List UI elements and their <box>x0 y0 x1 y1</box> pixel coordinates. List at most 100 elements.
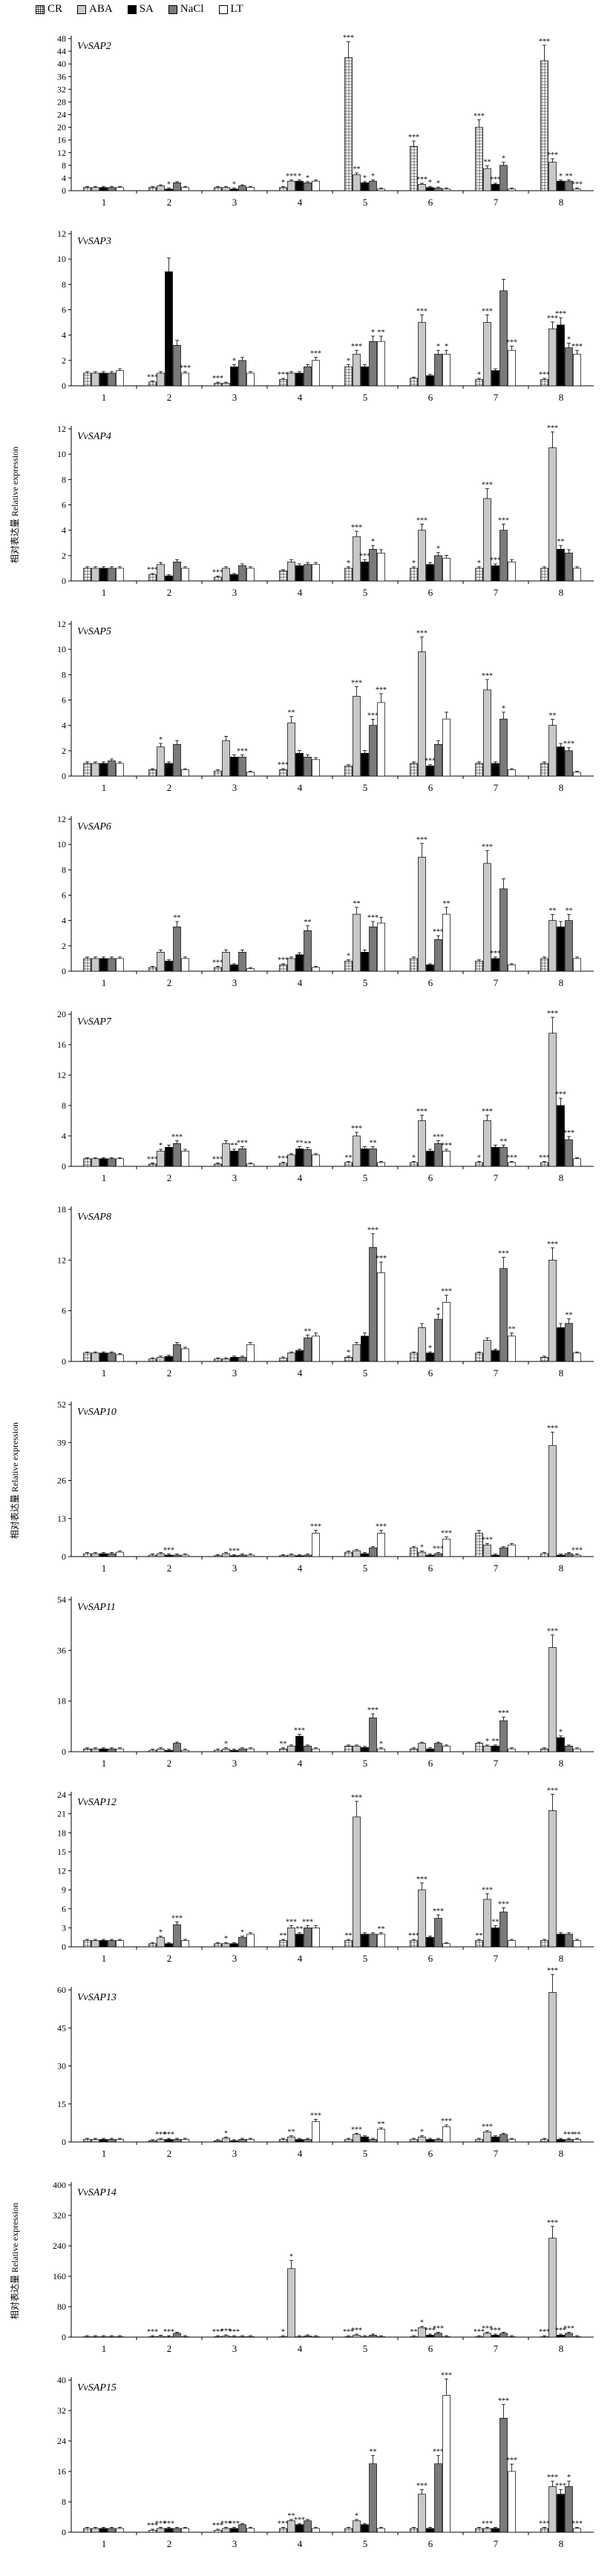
y-tick-label: 26 <box>57 1476 66 1486</box>
y-tick-label: 6 <box>62 1306 66 1316</box>
significance-label: * <box>363 174 367 183</box>
y-tick-label: 0 <box>62 1161 66 1172</box>
bar-sa <box>99 1158 108 1167</box>
bar-sa <box>491 1554 499 1557</box>
legend-item-aba: ABA <box>77 3 113 16</box>
bar-nacl <box>369 2139 377 2143</box>
significance-label: *** <box>229 1547 240 1555</box>
bar-lt <box>442 1301 450 1362</box>
significance-label: *** <box>441 2371 452 2379</box>
significance-label: *** <box>433 2448 444 2457</box>
bar-nacl <box>108 1940 116 1948</box>
bar-lt <box>181 568 189 582</box>
significance-label: ** <box>280 1741 287 1749</box>
significance-label: *** <box>212 2328 223 2336</box>
bar-nacl <box>369 725 377 777</box>
bar-nacl <box>173 1143 181 1167</box>
bar-cr <box>83 1353 91 1362</box>
bar-lt <box>442 718 450 777</box>
x-tick-label: 5 <box>363 1953 368 1964</box>
bar-lt <box>508 769 516 777</box>
bar-sa <box>165 188 173 191</box>
bar-sa <box>426 564 434 582</box>
bar-aba <box>91 187 99 191</box>
significance-label: *** <box>367 914 379 922</box>
bar-sa <box>557 2494 565 2533</box>
bar-cr <box>344 960 353 972</box>
bar-cr <box>540 2528 548 2533</box>
significance-label: * <box>477 371 481 379</box>
bar-nacl <box>565 1746 573 1752</box>
bar-sa <box>99 187 108 191</box>
significance-label: *** <box>416 307 427 315</box>
significance-label: *** <box>498 516 509 525</box>
significance-label: *** <box>237 747 248 755</box>
significance-label: *** <box>482 482 493 490</box>
significance-label: * <box>436 1307 440 1315</box>
y-tick-label: 12 <box>57 1866 66 1876</box>
bar-aba <box>157 185 165 191</box>
bar-aba <box>287 1746 295 1752</box>
bar-cr <box>83 1158 91 1167</box>
x-tick-label: 1 <box>102 2538 107 2549</box>
bar-lt <box>312 1748 320 1752</box>
bar-nacl <box>434 1918 442 1948</box>
y-tick-label: 2 <box>62 355 66 366</box>
legend-swatch-lt <box>218 4 228 14</box>
bar-sa <box>426 1748 434 1752</box>
y-tick-label: 160 <box>53 2271 66 2281</box>
bar-lt <box>181 1348 189 1362</box>
significance-label: * <box>567 2474 571 2482</box>
bar-lt <box>246 1344 255 1362</box>
x-tick-label: 3 <box>232 1367 237 1379</box>
bar-lt <box>116 763 124 777</box>
bar-nacl <box>369 548 377 582</box>
bar-sa <box>295 1933 304 1948</box>
bar-sa <box>295 752 304 777</box>
bar-cr <box>148 2530 157 2533</box>
bar-sa <box>491 2528 499 2533</box>
bar-cr <box>475 2528 483 2533</box>
x-tick-label: 7 <box>494 1172 499 1183</box>
bar-sa <box>426 2528 434 2533</box>
bar-aba <box>157 564 165 582</box>
bar-lt <box>312 967 320 972</box>
bar-aba <box>157 372 165 387</box>
bar-cr <box>540 1356 548 1362</box>
bar-nacl <box>304 1746 312 1752</box>
y-tick-label: 10 <box>57 449 66 459</box>
significance-label: *** <box>180 364 191 372</box>
bar-lt <box>573 2528 581 2533</box>
significance-label: *** <box>220 2520 232 2528</box>
bar-aba <box>91 2528 99 2533</box>
y-tick-label: 3 <box>62 1922 66 1933</box>
significance-label: *** <box>163 1547 174 1555</box>
x-tick-label: 7 <box>494 2538 499 2549</box>
bar-nacl <box>173 926 181 972</box>
x-tick-label: 6 <box>428 1563 433 1574</box>
x-tick-label: 1 <box>102 392 107 403</box>
legend-item-lt: LT <box>218 3 243 16</box>
y-tick-label: 20 <box>57 122 66 133</box>
bar-aba <box>548 2238 557 2338</box>
bar-sa <box>361 2524 369 2533</box>
bar-lt <box>508 2139 516 2143</box>
x-tick-label: 3 <box>232 392 237 403</box>
bar-aba <box>548 447 557 582</box>
bar-sa <box>295 2524 304 2533</box>
bar-sa <box>426 2335 434 2338</box>
panel-title: VvSAP4 <box>77 431 111 442</box>
x-tick-label: 5 <box>363 197 368 208</box>
significance-label: *** <box>547 2474 558 2482</box>
bar-nacl <box>565 2139 573 2143</box>
x-tick-label: 2 <box>167 977 172 988</box>
significance-label: * <box>167 180 171 188</box>
bar-aba <box>483 498 491 582</box>
bar-lt <box>312 1154 320 1167</box>
x-tick-label: 7 <box>494 1367 499 1379</box>
bar-lt <box>508 965 516 972</box>
significance-label: *** <box>482 1536 493 1544</box>
x-tick-label: 3 <box>232 2538 237 2549</box>
bar-nacl <box>434 2333 442 2338</box>
